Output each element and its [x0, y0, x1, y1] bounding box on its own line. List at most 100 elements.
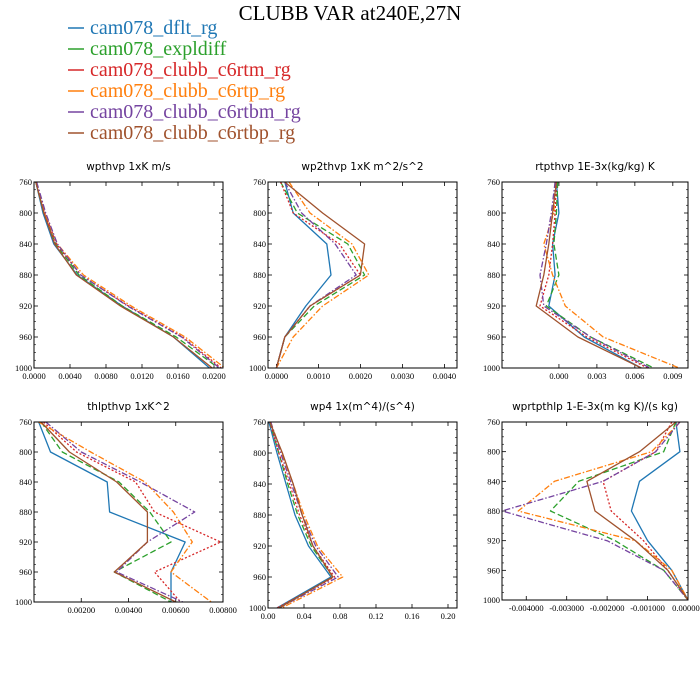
x-tick-label: 0.0120 — [130, 371, 153, 381]
y-tick-label: 1000 — [249, 603, 266, 613]
x-tick-label: 0.04 — [297, 611, 313, 621]
panel-title: rtpthvp 1E-3x(kg/kg) K — [535, 161, 656, 173]
panel-frame — [33, 421, 224, 603]
y-tick-label: 960 — [487, 332, 500, 342]
y-tick-label: 760 — [19, 177, 32, 187]
series-line — [535, 181, 642, 369]
panel-frame — [267, 181, 458, 369]
y-tick-label: 1000 — [483, 363, 500, 373]
y-tick-label: 800 — [19, 208, 32, 218]
x-tick-label: 0.0000 — [265, 371, 288, 381]
x-tick-label: 0.0080 — [94, 371, 117, 381]
x-tick-label: 0.00600 — [162, 605, 190, 615]
x-tick-label: 0.003 — [587, 371, 606, 381]
x-tick-label: 0.0020 — [349, 371, 372, 381]
panel-title: thlpthvp 1xK^2 — [87, 401, 170, 413]
y-tick-label: 920 — [19, 301, 32, 311]
y-tick-label: 840 — [253, 239, 266, 249]
series-line — [539, 181, 651, 369]
panel-title: wpthvp 1xK m/s — [86, 161, 171, 173]
y-tick-label: 880 — [19, 507, 32, 517]
series-line — [275, 181, 370, 369]
x-tick-label: -0.001000 — [630, 603, 665, 613]
y-tick-label: 960 — [19, 332, 32, 342]
y-tick-label: 760 — [19, 417, 32, 427]
y-tick-label: 840 — [487, 239, 500, 249]
panel: wpthvp 1xK m/s76080084088092096010000.00… — [15, 161, 226, 381]
panel: rtpthvp 1E-3x(kg/kg) K 760 800 840 880 920 960… — [483, 161, 689, 381]
series-line — [539, 181, 648, 369]
y-tick-label: 880 — [253, 270, 266, 280]
y-tick-label: 800 — [487, 208, 500, 218]
panel: thlpthvp 1xK^2 760 800 840 880 920 960 1000 0.00… — [15, 401, 237, 615]
x-tick-label: -0.002000 — [590, 603, 625, 613]
y-tick-label: 880 — [487, 270, 500, 280]
x-tick-label: 0.20 — [441, 611, 456, 621]
x-tick-label: 0.006 — [625, 371, 644, 381]
y-tick-label: 960 — [19, 567, 32, 577]
x-tick-label: 0.000 — [549, 371, 568, 381]
y-tick-label: 800 — [19, 447, 32, 457]
x-tick-label: 0.16 — [405, 611, 420, 621]
figure-title: CLUBB VAR at240E,27N — [239, 1, 462, 25]
y-tick-label: 800 — [487, 447, 500, 457]
x-tick-label: 0.0040 — [58, 371, 81, 381]
legend-entry: cam078_clubb_c6rtbp_rg — [90, 122, 295, 144]
x-tick-label: 0.0000 — [22, 371, 45, 381]
panel-frame — [501, 181, 689, 369]
y-tick-label: 760 — [253, 177, 266, 187]
y-tick-label: 960 — [253, 332, 266, 342]
y-tick-label: 920 — [487, 301, 500, 311]
panel: wprtpthlp 1-E-3x(m kg K)/(s kg) 760 800 840… — [483, 401, 700, 613]
y-tick-label: 880 — [253, 510, 266, 520]
series-line — [548, 181, 642, 369]
series-line — [517, 421, 689, 601]
y-tick-label: 920 — [253, 301, 266, 311]
y-tick-label: 1000 — [15, 363, 32, 373]
x-tick-label: 0.08 — [333, 611, 348, 621]
y-tick-label: 760 — [253, 417, 266, 427]
panel: wp4 1x(m^4)/(s^4)76080084088092096010000… — [249, 401, 458, 621]
x-tick-label: 0.12 — [369, 611, 384, 621]
series-line — [275, 181, 366, 369]
series-line — [40, 421, 177, 603]
y-tick-label: 880 — [487, 506, 500, 516]
legend-entry: cam078_dflt_rg — [90, 17, 217, 39]
y-tick-label: 1000 — [483, 595, 500, 605]
series-line — [268, 421, 332, 609]
y-tick-label: 760 — [487, 417, 500, 427]
y-tick-label: 1000 — [15, 597, 32, 607]
panel: wp2thvp 1xK m^2/s^2 760 800 840 880 920 960 100… — [249, 161, 458, 381]
panel-frame — [267, 421, 458, 609]
x-tick-label: 0.0010 — [307, 371, 330, 381]
x-tick-label: 0.0040 — [433, 371, 456, 381]
panel-title: wp2thvp 1xK m^2/s^2 — [301, 161, 423, 173]
x-tick-label: 0.00400 — [115, 605, 143, 615]
legend: cam078_dflt_rgcam078_expldiffcam078_club… — [68, 17, 301, 144]
x-tick-label: 0.0200 — [202, 371, 225, 381]
series-line — [275, 181, 366, 369]
series-line — [270, 421, 344, 609]
x-tick-label: 0.009 — [663, 371, 682, 381]
series-line — [35, 181, 226, 369]
panel-title: wprtpthlp 1-E-3x(m kg K)/(s kg) — [512, 401, 678, 413]
y-tick-label: 840 — [19, 239, 32, 249]
series-line — [275, 181, 357, 369]
y-tick-label: 1000 — [249, 363, 266, 373]
series-line — [269, 421, 334, 609]
panel-title: wp4 1x(m^4)/(s^4) — [310, 401, 415, 413]
y-tick-label: 760 — [487, 177, 500, 187]
y-tick-label: 840 — [253, 479, 266, 489]
legend-entry: cam078_clubb_c6rtbm_rg — [90, 101, 301, 123]
x-tick-label: 0.00 — [261, 611, 276, 621]
series-line — [36, 181, 220, 369]
series-line — [35, 181, 213, 369]
y-tick-label: 920 — [253, 541, 266, 551]
x-tick-label: 0.00200 — [67, 605, 95, 615]
y-tick-label: 800 — [253, 448, 266, 458]
y-tick-label: 960 — [487, 565, 500, 575]
x-tick-label: -0.003000 — [549, 603, 584, 613]
x-tick-label: 0.0160 — [166, 371, 189, 381]
legend-entry: cam078_clubb_c6rtm_rg — [90, 59, 291, 81]
series-line — [270, 421, 339, 609]
